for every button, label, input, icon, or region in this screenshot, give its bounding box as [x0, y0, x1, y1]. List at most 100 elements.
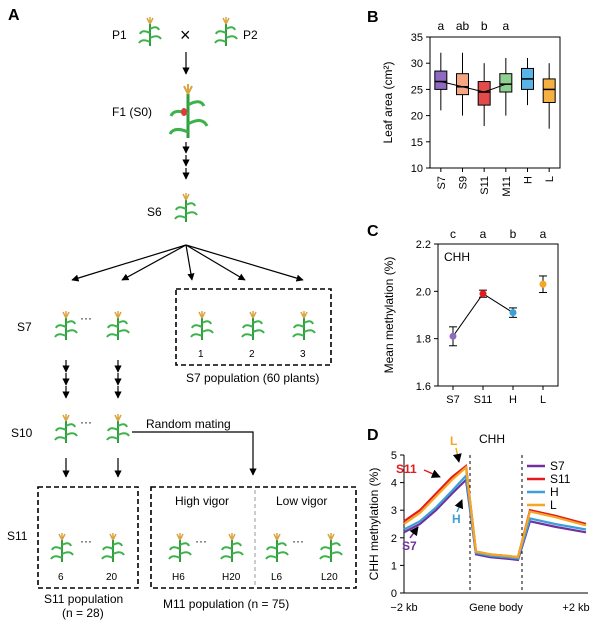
- data-point: [449, 332, 457, 340]
- m11-caption: M11 population (n = 75): [163, 597, 289, 611]
- s7-pop-caption: S7 population (60 plants): [186, 371, 319, 385]
- panel-b-letter: B: [367, 9, 379, 26]
- y-tick-label: 1: [391, 560, 397, 572]
- high-vigor-label: High vigor: [175, 494, 229, 508]
- panel-a-letter: A: [8, 7, 20, 24]
- y-tick-label: 1.6: [416, 381, 431, 393]
- cross-symbol: ×: [180, 25, 191, 45]
- series-line: [403, 465, 587, 559]
- x-tick-label: S9: [458, 176, 470, 189]
- series-line: [403, 477, 587, 562]
- significance-letter: a: [502, 19, 509, 33]
- y-tick-label: 2.0: [416, 286, 431, 298]
- plot-frame: [429, 36, 561, 169]
- y-tick-label: 4: [391, 478, 397, 490]
- y-tick-label: 1.8: [416, 334, 431, 346]
- f1-plant-icon: [168, 82, 209, 140]
- y-tick-label: 2.2: [416, 239, 431, 251]
- significance-letter: a: [540, 227, 547, 241]
- panel-c-letter: C: [367, 223, 379, 240]
- y-tick-label: 30: [411, 58, 423, 70]
- s11-caption: S11 population: [44, 592, 123, 606]
- x-tick-label: S11: [474, 394, 493, 406]
- panel-a: A P1 × P2 F1 (S0) S6 S7 ··· 1: [7, 7, 357, 620]
- box: [499, 73, 513, 93]
- x-tick-label: H: [509, 394, 517, 406]
- s11-plant-icon: [50, 532, 74, 563]
- data-point: [479, 290, 487, 298]
- s7-dots: ···: [80, 311, 92, 325]
- s7-plant-icon: [106, 310, 130, 341]
- significance-letter: c: [450, 227, 456, 241]
- random-mating-arrow: [132, 431, 257, 476]
- s11-label: S11: [7, 529, 28, 543]
- y-tick-label: 15: [411, 137, 423, 149]
- m11-plant-icon: [220, 532, 244, 563]
- x-tick-label: +2 kb: [562, 602, 589, 614]
- trend-line: [452, 293, 514, 337]
- x-tick-label: Gene body: [469, 602, 523, 614]
- box: [434, 70, 448, 90]
- y-tick-label: 10: [411, 163, 423, 175]
- m11-dots: ···: [292, 534, 304, 548]
- s11-caption-n: (n = 28): [62, 606, 104, 620]
- s11-plant-icon: [101, 532, 125, 563]
- y-tick-label: 25: [411, 84, 423, 96]
- s6-label: S6: [147, 205, 162, 219]
- chart-title: CHH: [479, 432, 505, 446]
- s7-pop-number: 2: [249, 349, 255, 360]
- x-tick-label: S7: [436, 176, 448, 189]
- y-tick-label: 3: [391, 505, 397, 517]
- annotation-label: H: [452, 512, 461, 526]
- y-tick-label: 5: [391, 450, 397, 462]
- s7-pop-number: 1: [198, 349, 204, 360]
- plot-frame: [437, 243, 559, 387]
- chart-title: CHH: [444, 250, 470, 264]
- m11-number: H20: [222, 572, 241, 583]
- s11-population-box: [37, 486, 139, 589]
- annotation-label: S11: [396, 462, 417, 476]
- x-tick-label: M11: [501, 176, 513, 197]
- annotation-arrow: [409, 526, 419, 539]
- s7-pop-plant-icon: [241, 310, 265, 341]
- box: [456, 73, 469, 96]
- m11-number: L20: [321, 572, 338, 583]
- s10-plant-icon: [54, 413, 78, 444]
- x-tick-label: L: [540, 394, 546, 406]
- x-tick-label: H: [523, 176, 535, 184]
- y-axis-label: Mean methylation (%): [382, 257, 396, 374]
- s7-pop-plant-icon: [190, 310, 214, 341]
- s11-dots: ···: [80, 534, 92, 548]
- m11-plant-icon: [319, 532, 343, 563]
- arrows-s7-s10: [62, 360, 122, 399]
- trend-line: [440, 81, 507, 93]
- m11-number: H6: [172, 572, 185, 583]
- annotation-arrow: [454, 499, 464, 513]
- panel-d-letter: D: [367, 427, 379, 444]
- legend-label: L: [550, 498, 557, 512]
- s10-dots: ···: [80, 415, 92, 429]
- annotation-arrow: [452, 447, 462, 463]
- x-tick-label: S7: [446, 394, 459, 406]
- annotation-label: S7: [402, 539, 417, 553]
- significance-letter: a: [480, 227, 487, 241]
- legend-label: S11: [550, 472, 571, 486]
- m11-dots: ···: [195, 534, 207, 548]
- x-tick-label: L: [544, 176, 556, 182]
- y-tick-label: 2: [391, 533, 397, 545]
- significance-letter: b: [481, 19, 488, 33]
- fan-arrows: [71, 244, 304, 282]
- s10-label: S10: [11, 426, 33, 440]
- s7-label: S7: [17, 320, 32, 334]
- panel-c-chart: C CHH 1.6 1.8 2.0 2.2 Mean methylation (%) S7 c S…: [367, 223, 559, 406]
- y-axis-label: Leaf area (cm²): [381, 61, 395, 143]
- y-tick-label: 0: [391, 588, 397, 600]
- box: [542, 78, 556, 103]
- low-vigor-label: Low vigor: [276, 494, 327, 508]
- p2-plant-icon: [214, 16, 238, 47]
- s7-population-box: [175, 288, 332, 366]
- m11-number: L6: [271, 572, 283, 583]
- s7-pop-plant-icon: [292, 310, 316, 341]
- y-axis-label: CHH methylation (%): [367, 468, 381, 581]
